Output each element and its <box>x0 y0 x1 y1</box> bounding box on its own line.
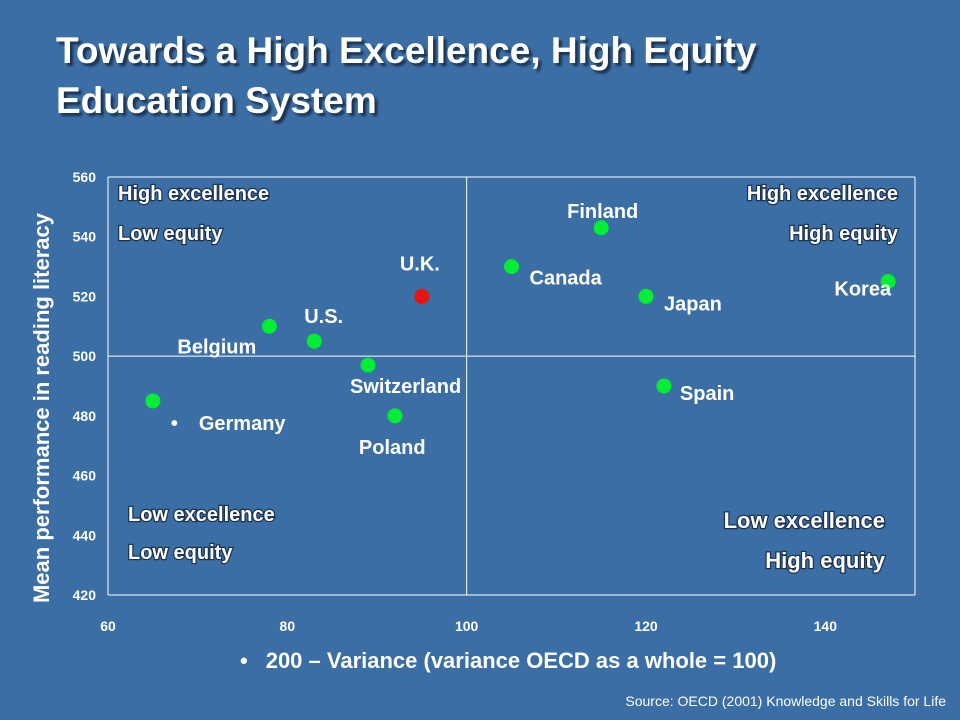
quadrant-label-line1: Low excellence <box>724 508 885 533</box>
data-point-label: U.K. <box>400 253 440 275</box>
x-tick-label: 120 <box>634 618 658 634</box>
data-point <box>656 378 672 394</box>
y-axis-label: Mean performance in reading literacy <box>29 212 54 604</box>
quadrant-label-line2: Low equity <box>128 542 233 564</box>
data-point <box>593 220 609 236</box>
data-point <box>414 288 430 304</box>
data-point-label: Finland <box>567 201 638 223</box>
y-tick-label: 500 <box>73 348 97 364</box>
data-point-label: Japan <box>664 293 722 315</box>
x-axis-label: 200 – Variance (variance OECD as a whole… <box>265 648 777 673</box>
data-point <box>261 318 277 334</box>
data-point <box>360 357 376 373</box>
data-point <box>880 274 896 289</box>
data-point-label: Germany <box>199 413 287 435</box>
y-tick-label: 460 <box>73 468 97 484</box>
data-point-label: Korea <box>834 279 892 301</box>
x-tick-label: 100 <box>455 618 479 634</box>
data-point-label: Poland <box>359 437 426 459</box>
data-point-label: Canada <box>530 268 603 290</box>
quadrant-label-line2: Low equity <box>118 223 223 245</box>
title-line-1: Towards a High Excellence, High Equity <box>56 30 757 71</box>
data-point-label: Belgium <box>177 336 256 358</box>
slide-title: Towards a High Excellence, High Equity E… <box>56 26 936 126</box>
quadrant-label-line1: High excellence <box>747 183 898 205</box>
quadrant-label-line1: High excellence <box>118 183 269 205</box>
title-line-2: Education System <box>56 80 377 121</box>
x-axis-bullet: • <box>240 648 248 673</box>
data-point-label-bullet: • <box>171 413 178 435</box>
x-tick-label: 140 <box>814 618 838 634</box>
data-point <box>387 408 403 424</box>
quadrant-label-line2: High equity <box>789 223 899 245</box>
y-tick-label: 540 <box>73 229 97 245</box>
quadrant-label-line1: Low excellence <box>128 504 275 526</box>
data-point-label: Switzerland <box>350 376 461 398</box>
data-point <box>145 393 161 409</box>
source-note: Source: OECD (2001) Knowledge and Skills… <box>625 693 946 709</box>
y-tick-label: 480 <box>73 408 97 424</box>
y-tick-label: 560 <box>73 169 97 185</box>
data-point <box>638 288 654 304</box>
data-point <box>504 259 519 275</box>
x-tick-label: 60 <box>100 618 116 634</box>
x-axis-label-row: • 200 – Variance (variance OECD as a whol… <box>240 648 776 674</box>
y-tick-label: 520 <box>73 288 97 304</box>
data-point <box>306 333 322 349</box>
quadrant-label-line2: High equity <box>765 548 886 573</box>
y-tick-label: 420 <box>73 587 97 603</box>
y-tick-label: 440 <box>73 527 97 543</box>
data-point-label: Spain <box>680 383 734 405</box>
x-tick-label: 80 <box>280 618 296 634</box>
data-point-label: U.S. <box>304 306 343 328</box>
